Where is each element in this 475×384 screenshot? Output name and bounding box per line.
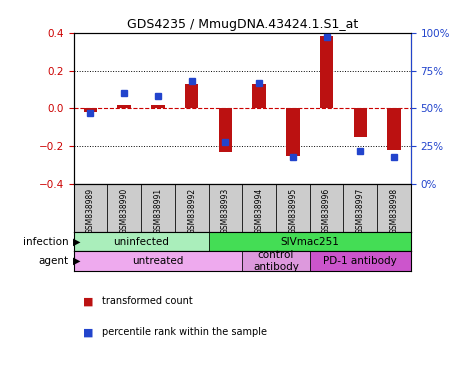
Text: infection: infection	[23, 237, 69, 247]
Bar	[387, 108, 401, 150]
Text: GSM838997: GSM838997	[356, 188, 365, 234]
Bar	[74, 184, 107, 232]
Bar	[151, 104, 165, 108]
Bar	[175, 184, 209, 232]
Bar	[353, 108, 367, 137]
Bar	[310, 251, 411, 271]
Text: GSM838994: GSM838994	[255, 188, 264, 234]
Text: GSM838989: GSM838989	[86, 188, 95, 234]
Text: GSM838993: GSM838993	[221, 188, 230, 234]
Text: untreated: untreated	[132, 256, 184, 266]
Text: GSM838998: GSM838998	[390, 188, 399, 234]
Text: GSM838995: GSM838995	[288, 188, 297, 234]
Bar	[209, 184, 242, 232]
Text: GSM838996: GSM838996	[322, 188, 331, 234]
Text: percentile rank within the sample: percentile rank within the sample	[102, 327, 267, 337]
Bar	[107, 184, 141, 232]
Text: uninfected: uninfected	[113, 237, 169, 247]
Bar	[252, 84, 266, 108]
Bar	[84, 108, 97, 112]
Bar	[141, 184, 175, 232]
Bar	[74, 251, 242, 271]
Text: ▶: ▶	[73, 237, 80, 247]
Bar	[276, 184, 310, 232]
Bar	[343, 184, 377, 232]
Text: agent: agent	[39, 256, 69, 266]
Bar	[320, 36, 333, 108]
Text: GSM838990: GSM838990	[120, 188, 129, 234]
Title: GDS4235 / MmugDNA.43424.1.S1_at: GDS4235 / MmugDNA.43424.1.S1_at	[127, 18, 358, 31]
Text: SIVmac251: SIVmac251	[280, 237, 339, 247]
Bar	[310, 184, 343, 232]
Bar	[377, 184, 411, 232]
Bar	[242, 251, 310, 271]
Bar	[117, 104, 131, 108]
Text: transformed count: transformed count	[102, 296, 193, 306]
Bar	[74, 232, 209, 251]
Bar	[185, 84, 199, 108]
Text: GSM838992: GSM838992	[187, 188, 196, 234]
Text: PD-1 antibody: PD-1 antibody	[323, 256, 397, 266]
Text: ■: ■	[83, 296, 94, 306]
Text: ▶: ▶	[73, 256, 80, 266]
Bar	[242, 184, 276, 232]
Bar	[286, 108, 300, 156]
Text: GSM838991: GSM838991	[153, 188, 162, 234]
Bar	[209, 232, 411, 251]
Bar	[218, 108, 232, 152]
Text: ■: ■	[83, 327, 94, 337]
Text: control
antibody: control antibody	[253, 250, 299, 272]
